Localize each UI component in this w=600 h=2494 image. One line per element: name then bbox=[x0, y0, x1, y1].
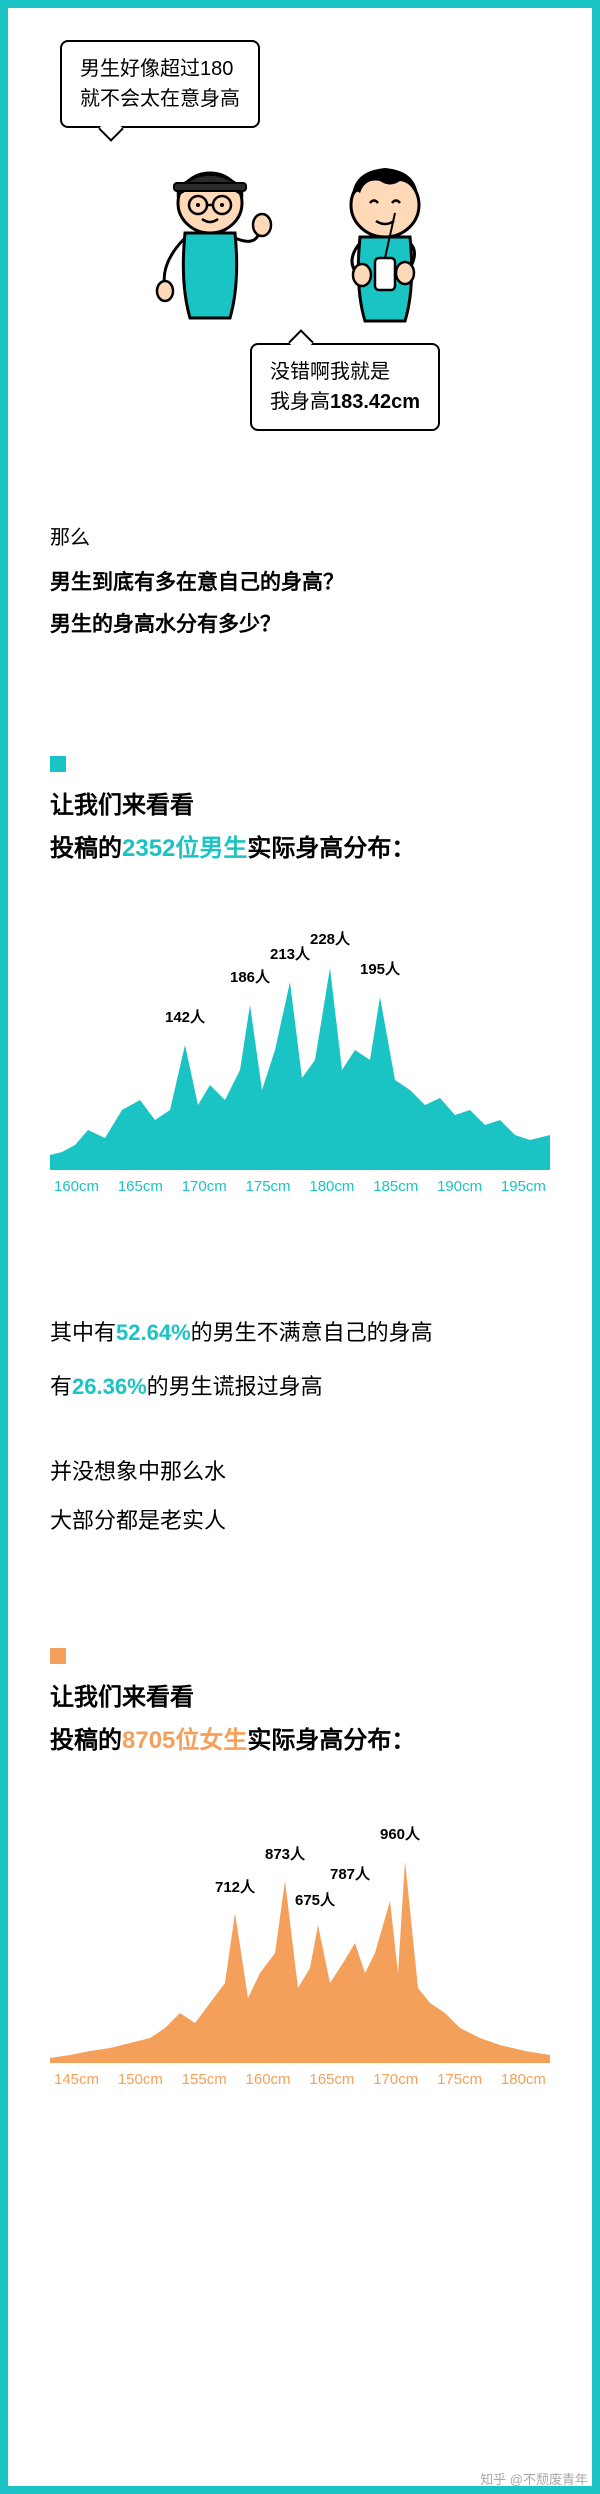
cartoon-row bbox=[50, 153, 550, 323]
note1: 并没想象中那么水 bbox=[50, 1454, 550, 1489]
s2a: 有 bbox=[50, 1374, 72, 1399]
s1a: 其中有 bbox=[50, 1320, 116, 1345]
female-chart: 712人873人675人787人960人 145cm150cm155cm160c… bbox=[50, 1803, 550, 2088]
female-t2b: 8705位女生 bbox=[122, 1727, 247, 1754]
bubble2-line2b: 183.42cm bbox=[330, 391, 420, 413]
male-chart: 142人186人213人228人195人 160cm165cm170cm175c… bbox=[50, 910, 550, 1195]
figure-right-svg bbox=[320, 153, 450, 323]
male-t2c: 实际身高分布： bbox=[247, 835, 415, 862]
q-pre: 那么 bbox=[50, 521, 550, 550]
male-chart-svg bbox=[50, 910, 550, 1170]
stat2: 有26.36%的男生谎报过身高 bbox=[50, 1369, 550, 1404]
male-t2b: 2352位男生 bbox=[122, 835, 247, 862]
female-xaxis: 145cm 150cm 155cm 160cm 165cm 170cm 175cm 180cm bbox=[50, 2071, 550, 2088]
note2: 大部分都是老实人 bbox=[50, 1503, 550, 1538]
xaxis-tick: 165cm bbox=[118, 1178, 163, 1195]
male-notes: 并没想象中那么水 大部分都是老实人 bbox=[50, 1454, 550, 1538]
watermark: 知乎 @不颓废青年 bbox=[480, 2469, 588, 2488]
content-area: 男生好像超过180 就不会太在意身高 bbox=[0, 0, 600, 2148]
q2: 男生的身高水分有多少？ bbox=[50, 604, 550, 646]
figure-left bbox=[150, 153, 280, 323]
xaxis-tick: 160cm bbox=[246, 2071, 291, 2088]
speech-bubble-1-wrap: 男生好像超过180 就不会太在意身高 bbox=[60, 40, 550, 128]
xaxis-tick: 170cm bbox=[182, 1178, 227, 1195]
stat1: 其中有52.64%的男生不满意自己的身高 bbox=[50, 1315, 550, 1350]
bubble2-line2a: 我身高 bbox=[270, 391, 330, 413]
xaxis-tick: 175cm bbox=[437, 2071, 482, 2088]
bubble1-line1: 男生好像超过180 bbox=[80, 54, 240, 84]
speech-bubble-2: 没错啊我就是 我身高183.42cm bbox=[250, 343, 440, 431]
xaxis-tick: 185cm bbox=[373, 1178, 418, 1195]
xaxis-tick: 170cm bbox=[373, 2071, 418, 2088]
speech-bubble-2-wrap: 没错啊我就是 我身高183.42cm bbox=[250, 343, 550, 431]
female-chart-path bbox=[50, 1861, 550, 2063]
q1: 男生到底有多在意自己的身高？ bbox=[50, 562, 550, 604]
s2b: 26.36% bbox=[72, 1374, 147, 1399]
xaxis-tick: 160cm bbox=[54, 1178, 99, 1195]
xaxis-tick: 175cm bbox=[246, 1178, 291, 1195]
bubble2-line1: 没错啊我就是 bbox=[270, 357, 420, 387]
s1b: 52.64% bbox=[116, 1320, 191, 1345]
s1c: 的男生不满意自己的身高 bbox=[191, 1320, 433, 1345]
xaxis-tick: 195cm bbox=[501, 1178, 546, 1195]
figure-left-svg bbox=[150, 153, 280, 323]
female-t2a: 投稿的 bbox=[50, 1727, 122, 1754]
xaxis-tick: 180cm bbox=[309, 1178, 354, 1195]
s2c: 的男生谎报过身高 bbox=[147, 1374, 323, 1399]
xaxis-tick: 155cm bbox=[182, 2071, 227, 2088]
male-t2a: 投稿的 bbox=[50, 835, 122, 862]
male-title-2: 投稿的2352位男生实际身高分布： bbox=[50, 827, 550, 870]
female-title-2: 投稿的8705位女生实际身高分布： bbox=[50, 1719, 550, 1762]
speech-bubble-1: 男生好像超过180 就不会太在意身高 bbox=[60, 40, 260, 128]
section-marker-male bbox=[50, 756, 66, 772]
male-stats: 其中有52.64%的男生不满意自己的身高 有26.36%的男生谎报过身高 bbox=[50, 1315, 550, 1403]
male-xaxis: 160cm 165cm 170cm 175cm 180cm 185cm 190cm 195cm bbox=[50, 1178, 550, 1195]
bubble1-line2: 就不会太在意身高 bbox=[80, 84, 240, 114]
male-chart-path bbox=[50, 968, 550, 1170]
xaxis-tick: 145cm bbox=[54, 2071, 99, 2088]
xaxis-tick: 190cm bbox=[437, 1178, 482, 1195]
female-title-1: 让我们来看看 bbox=[50, 1676, 550, 1719]
figure-right bbox=[320, 153, 450, 323]
bubble2-line2: 我身高183.42cm bbox=[270, 387, 420, 417]
female-chart-svg bbox=[50, 1803, 550, 2063]
xaxis-tick: 180cm bbox=[501, 2071, 546, 2088]
question-block: 那么 男生到底有多在意自己的身高？ 男生的身高水分有多少？ bbox=[50, 521, 550, 646]
section-marker-female bbox=[50, 1648, 66, 1664]
female-t2c: 实际身高分布： bbox=[247, 1727, 415, 1754]
xaxis-tick: 165cm bbox=[309, 2071, 354, 2088]
xaxis-tick: 150cm bbox=[118, 2071, 163, 2088]
male-title-1: 让我们来看看 bbox=[50, 784, 550, 827]
